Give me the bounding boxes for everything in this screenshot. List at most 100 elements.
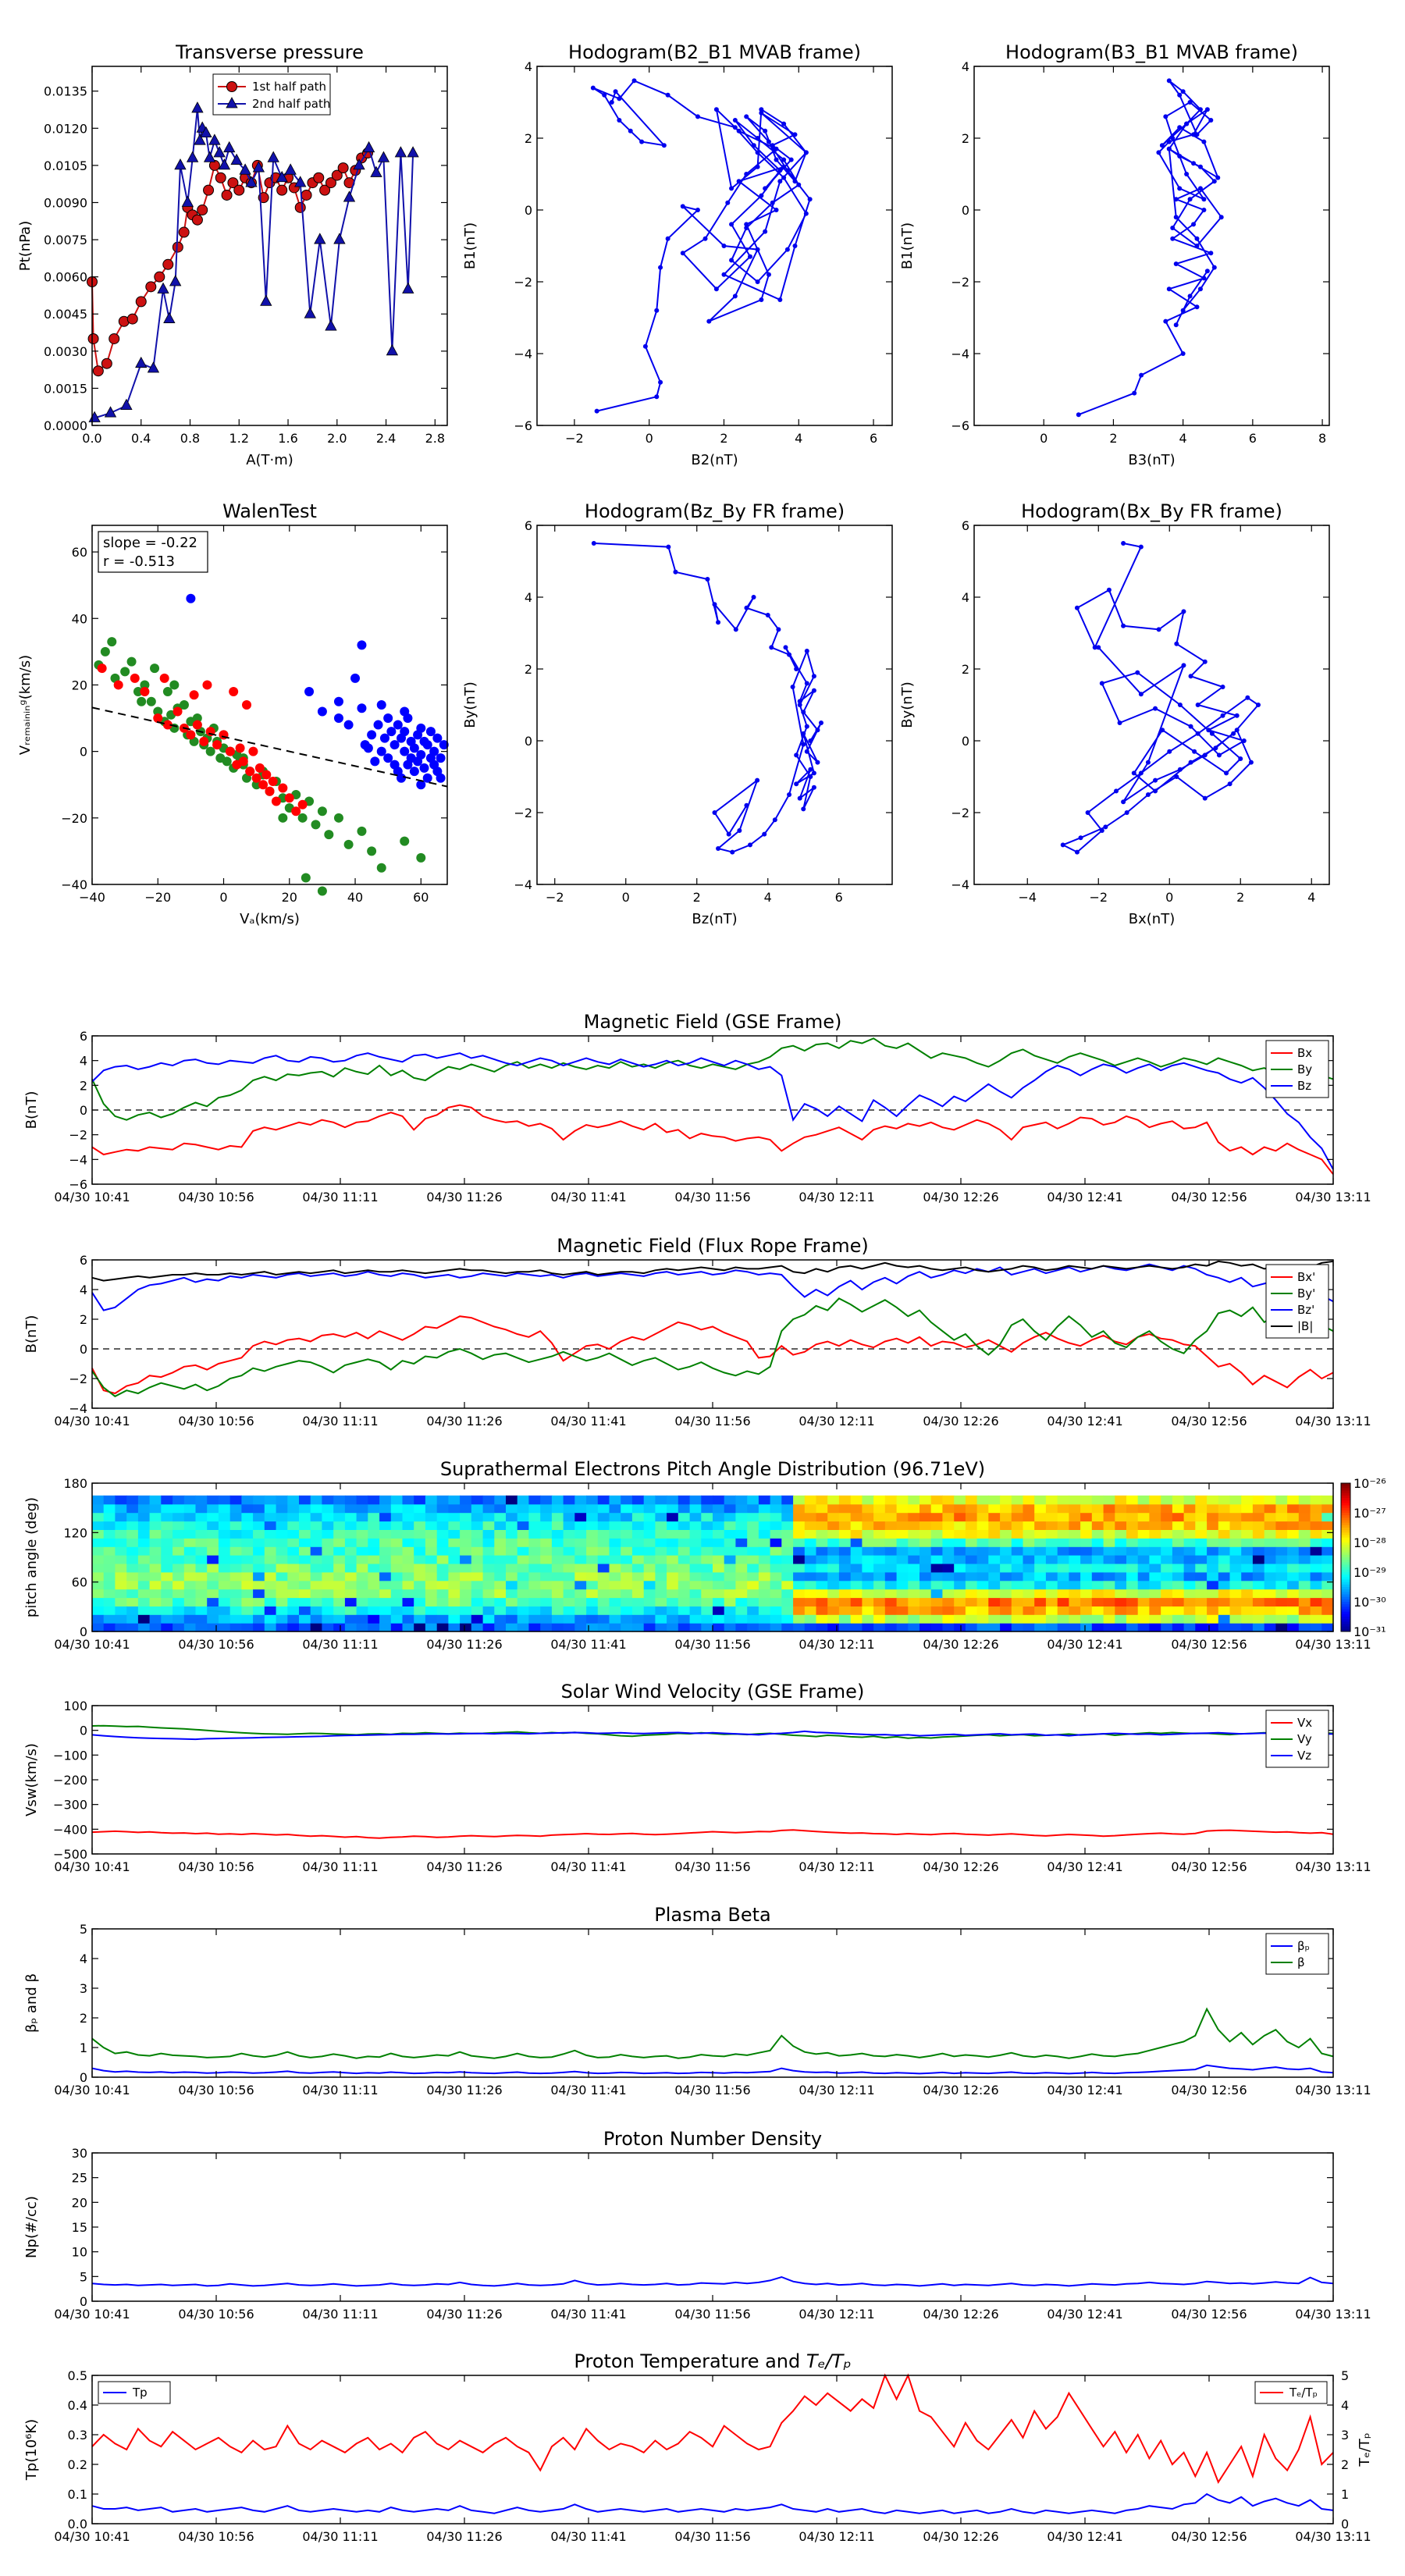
data-point <box>737 828 742 833</box>
series-line <box>94 108 414 419</box>
data-point <box>379 733 389 743</box>
heat-cell <box>862 1589 874 1599</box>
heat-cell <box>390 1521 404 1530</box>
heat-cell <box>621 1538 633 1547</box>
x-tick-label: 04/30 10:56 <box>178 1414 254 1429</box>
heat-cell <box>1045 1555 1058 1564</box>
data-point <box>712 810 717 815</box>
heat-cell <box>597 1614 610 1624</box>
heat-cell <box>1310 1614 1322 1624</box>
heat-cell <box>988 1597 1001 1606</box>
heat-cell <box>1000 1614 1012 1624</box>
heat-cell <box>540 1529 553 1539</box>
heat-cell <box>551 1563 564 1573</box>
heat-cell <box>976 1571 989 1582</box>
heat-cell <box>1229 1512 1242 1522</box>
heat-cell <box>1091 1538 1104 1547</box>
heat-cell <box>482 1614 495 1624</box>
x-tick-label: 04/30 11:11 <box>302 2083 378 2097</box>
heat-cell <box>183 1495 197 1505</box>
data-point <box>1188 760 1193 765</box>
heat-cell <box>1207 1512 1219 1522</box>
heat-cell <box>609 1512 621 1522</box>
heat-cell <box>1080 1606 1093 1615</box>
chart-tp: Transverse pressureA(T·m)Pt(nPa)0.00000.… <box>17 41 448 468</box>
colorbar-tick-label: 10⁻²⁶ <box>1353 1476 1386 1491</box>
heat-cell <box>747 1538 759 1547</box>
x-tick-label: 04/30 11:11 <box>302 2529 378 2544</box>
heat-cell <box>574 1529 587 1539</box>
heat-cell <box>333 1555 346 1564</box>
data-point <box>317 706 327 717</box>
heat-cell <box>678 1589 691 1599</box>
heat-cell <box>643 1538 656 1547</box>
heat-cell <box>747 1495 759 1505</box>
heat-cell <box>241 1571 254 1582</box>
heat-cell <box>713 1529 725 1539</box>
heat-cell <box>1045 1512 1058 1522</box>
heat-cell <box>609 1606 621 1615</box>
heat-cell <box>1207 1571 1219 1582</box>
heat-cell <box>804 1597 817 1606</box>
heat-cell <box>816 1503 828 1514</box>
data-point <box>811 688 816 693</box>
heat-cell <box>1115 1614 1127 1624</box>
heat-cell <box>540 1580 553 1590</box>
heat-cell <box>402 1538 414 1547</box>
chart-title: Suprathermal Electrons Pitch Angle Distr… <box>440 1458 985 1480</box>
heat-cell <box>1137 1623 1150 1632</box>
heat-cell <box>655 1546 667 1556</box>
x-tick-label: 04/30 12:56 <box>1171 2307 1247 2322</box>
x-tick-label: 04/30 10:41 <box>54 2529 130 2544</box>
heat-cell <box>758 1503 771 1514</box>
data-point <box>230 153 243 165</box>
y-tick-label: 2 <box>80 2011 87 2026</box>
colorbar-segment <box>1341 1589 1350 1592</box>
chart-title: Magnetic Field (GSE Frame) <box>584 1011 842 1033</box>
heat-cell <box>1264 1606 1276 1615</box>
heat-cell <box>207 1571 219 1582</box>
heat-cell <box>241 1563 254 1573</box>
data-point <box>186 593 196 603</box>
heat-cell <box>506 1606 518 1615</box>
heat-cell <box>1045 1597 1058 1606</box>
heat-cell <box>1000 1521 1012 1530</box>
heat-cell <box>183 1563 197 1573</box>
heat-cell <box>229 1614 242 1624</box>
colorbar-segment <box>1341 1560 1350 1563</box>
series-line <box>91 1052 1334 1170</box>
heat-cell <box>908 1614 920 1624</box>
y-tick-label: 0.4 <box>68 2398 87 2413</box>
x-tick-label: 04/30 10:41 <box>54 2083 130 2097</box>
heat-cell <box>506 1503 518 1514</box>
heat-cell <box>517 1571 529 1582</box>
heat-cell <box>643 1512 656 1522</box>
heat-cell <box>896 1495 909 1505</box>
heat-cell <box>517 1495 529 1505</box>
heat-cell <box>1045 1589 1058 1599</box>
heat-cell <box>1172 1529 1185 1539</box>
series-line <box>91 1297 1334 1397</box>
data-point <box>400 836 410 846</box>
data-point <box>397 773 407 783</box>
heat-cell <box>976 1512 989 1522</box>
heat-cell <box>873 1546 886 1556</box>
y-tick-label: 25 <box>72 2171 87 2186</box>
data-point <box>357 826 367 836</box>
data-point <box>790 685 795 689</box>
x-tick-label: 04/30 12:11 <box>799 1859 874 1874</box>
heat-cell <box>356 1614 368 1624</box>
heat-cell <box>758 1623 771 1632</box>
heat-cell <box>1057 1580 1069 1590</box>
heat-cell <box>1080 1580 1093 1590</box>
heat-cell <box>322 1589 334 1599</box>
heat-cell <box>563 1521 575 1530</box>
chart-title: Plasma Beta <box>654 1904 770 1926</box>
heat-cell <box>667 1563 679 1573</box>
heat-cell <box>1218 1555 1231 1564</box>
data-point <box>191 101 204 113</box>
y-tick-label: −2 <box>69 1372 87 1386</box>
data-point <box>1201 139 1207 144</box>
x-tick-label: 04/30 12:11 <box>799 2307 874 2322</box>
heat-cell <box>1069 1512 1081 1522</box>
